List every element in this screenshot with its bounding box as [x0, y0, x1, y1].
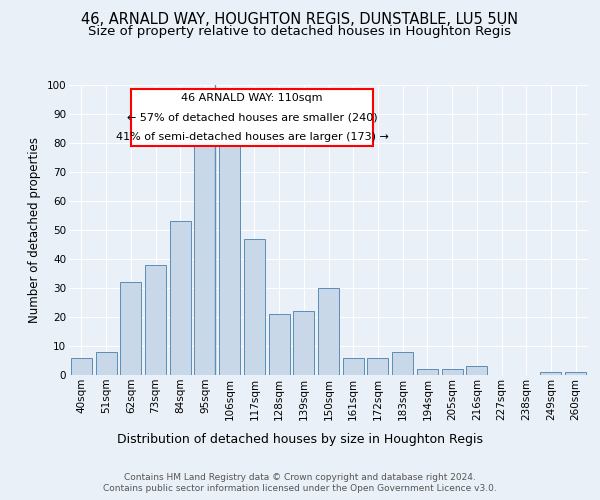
Bar [170, 222, 191, 375]
Bar [318, 288, 339, 375]
Bar [343, 358, 364, 375]
Bar [392, 352, 413, 375]
Bar [293, 311, 314, 375]
Bar [219, 140, 240, 375]
Y-axis label: Number of detached properties: Number of detached properties [28, 137, 41, 323]
Bar [95, 352, 116, 375]
Bar [466, 366, 487, 375]
Text: 46, ARNALD WAY, HOUGHTON REGIS, DUNSTABLE, LU5 5UN: 46, ARNALD WAY, HOUGHTON REGIS, DUNSTABL… [82, 12, 518, 28]
Bar [417, 369, 438, 375]
Text: Distribution of detached houses by size in Houghton Regis: Distribution of detached houses by size … [117, 432, 483, 446]
Text: ← 57% of detached houses are smaller (240): ← 57% of detached houses are smaller (24… [127, 112, 377, 122]
Bar [367, 358, 388, 375]
Bar [269, 314, 290, 375]
Bar [145, 265, 166, 375]
Bar [71, 358, 92, 375]
Bar [120, 282, 141, 375]
Bar [565, 372, 586, 375]
Bar [194, 140, 215, 375]
Bar [541, 372, 562, 375]
Text: Size of property relative to detached houses in Houghton Regis: Size of property relative to detached ho… [89, 25, 511, 38]
Text: 46 ARNALD WAY: 110sqm: 46 ARNALD WAY: 110sqm [181, 93, 323, 103]
Bar [244, 238, 265, 375]
Text: 41% of semi-detached houses are larger (173) →: 41% of semi-detached houses are larger (… [116, 132, 388, 142]
FancyBboxPatch shape [131, 90, 373, 146]
Bar [442, 369, 463, 375]
Text: Contains HM Land Registry data © Crown copyright and database right 2024.
Contai: Contains HM Land Registry data © Crown c… [103, 472, 497, 494]
